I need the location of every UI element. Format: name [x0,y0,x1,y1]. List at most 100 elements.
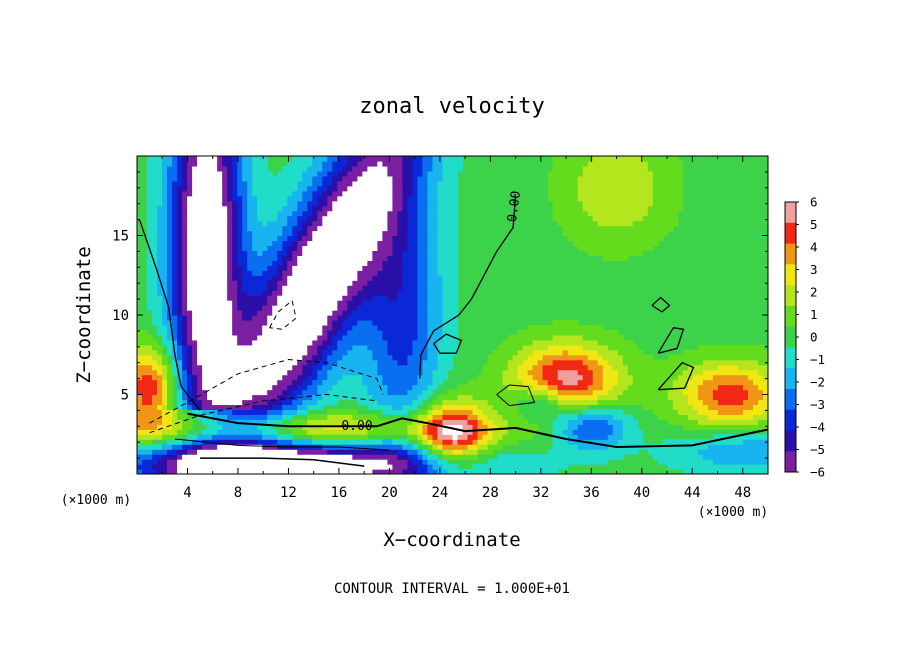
field-cell [157,459,163,465]
field-cell [562,459,569,465]
field-cell [402,265,409,271]
field-cell [437,280,444,286]
field-cell [432,369,439,376]
field-cell [427,285,434,291]
field-cell [662,369,669,376]
field-cell [247,414,253,420]
field-cell [467,399,474,406]
field-cell [407,260,414,266]
field-cell [152,434,158,440]
field-cell [207,240,213,247]
field-cell [542,394,549,401]
field-cell [197,354,203,361]
field-cell [747,439,754,445]
field-cell [262,265,268,271]
field-cell [307,260,313,266]
field-cell [362,285,368,291]
field-cell [387,429,394,435]
field-cell [527,339,534,346]
field-cell [647,210,654,217]
field-cell [387,265,394,271]
field-cell [147,285,153,291]
field-cell [197,295,203,301]
field-cell [607,235,614,242]
field-cell [267,260,273,266]
field-cell [437,444,444,450]
field-cell [622,449,629,455]
field-cell [232,270,238,276]
field-cell [737,399,744,406]
field-cell [412,245,419,252]
field-cell [197,300,203,306]
field-cell [482,384,489,391]
field-cell [462,439,469,445]
field-cell [172,215,178,222]
field-cell [397,459,404,465]
field-cell [567,434,574,440]
field-cell [647,245,654,252]
field-cell [532,339,539,346]
field-cell [212,329,218,336]
field-cell [667,374,674,381]
field-cell [502,339,509,346]
field-cell [387,404,394,411]
field-cell [402,305,409,311]
field-cell [507,374,514,381]
field-cell [492,359,499,366]
field-cell [747,399,754,406]
field-cell [362,329,368,336]
field-cell [472,399,479,406]
field-cell [187,290,193,296]
field-cell [562,394,569,401]
field-cell [147,399,153,406]
field-cell [702,374,709,381]
field-cell [192,384,198,391]
field-cell [162,364,168,371]
field-cell [652,399,659,406]
field-cell [412,434,419,440]
field-cell [762,464,768,470]
field-cell [422,305,429,311]
field-cell [302,285,308,291]
field-cell [417,334,424,341]
field-cell [552,384,559,391]
field-cell [542,384,549,391]
field-cell [377,329,383,336]
field-cell [402,310,409,316]
field-cell [347,434,353,440]
field-cell [492,459,499,465]
field-cell [407,399,414,406]
field-cell [362,429,368,435]
field-cell [732,454,739,460]
field-cell [382,344,388,351]
field-cell [602,344,609,351]
field-cell [592,200,599,207]
field-cell [182,240,188,247]
field-cell [497,344,504,351]
field-cell [622,255,629,261]
field-cell [262,260,268,266]
field-cell [347,359,353,366]
field-cell [442,344,449,351]
field-cell [192,225,198,232]
field-cell [632,359,639,366]
field-cell [242,315,248,321]
field-cell [222,349,228,356]
field-cell [527,459,534,465]
field-cell [712,409,719,415]
field-cell [387,454,394,460]
field-cell [572,225,579,232]
field-cell [252,364,258,371]
field-cell [557,459,564,465]
field-cell [467,419,474,425]
field-cell [317,384,323,391]
field-cell [272,329,278,336]
field-cell [392,384,399,391]
field-cell [437,409,444,415]
field-cell [407,444,414,450]
field-cell [162,419,168,425]
field-cell [222,459,228,465]
field-cell [322,369,328,376]
field-cell [537,369,544,376]
field-cell [197,349,203,356]
